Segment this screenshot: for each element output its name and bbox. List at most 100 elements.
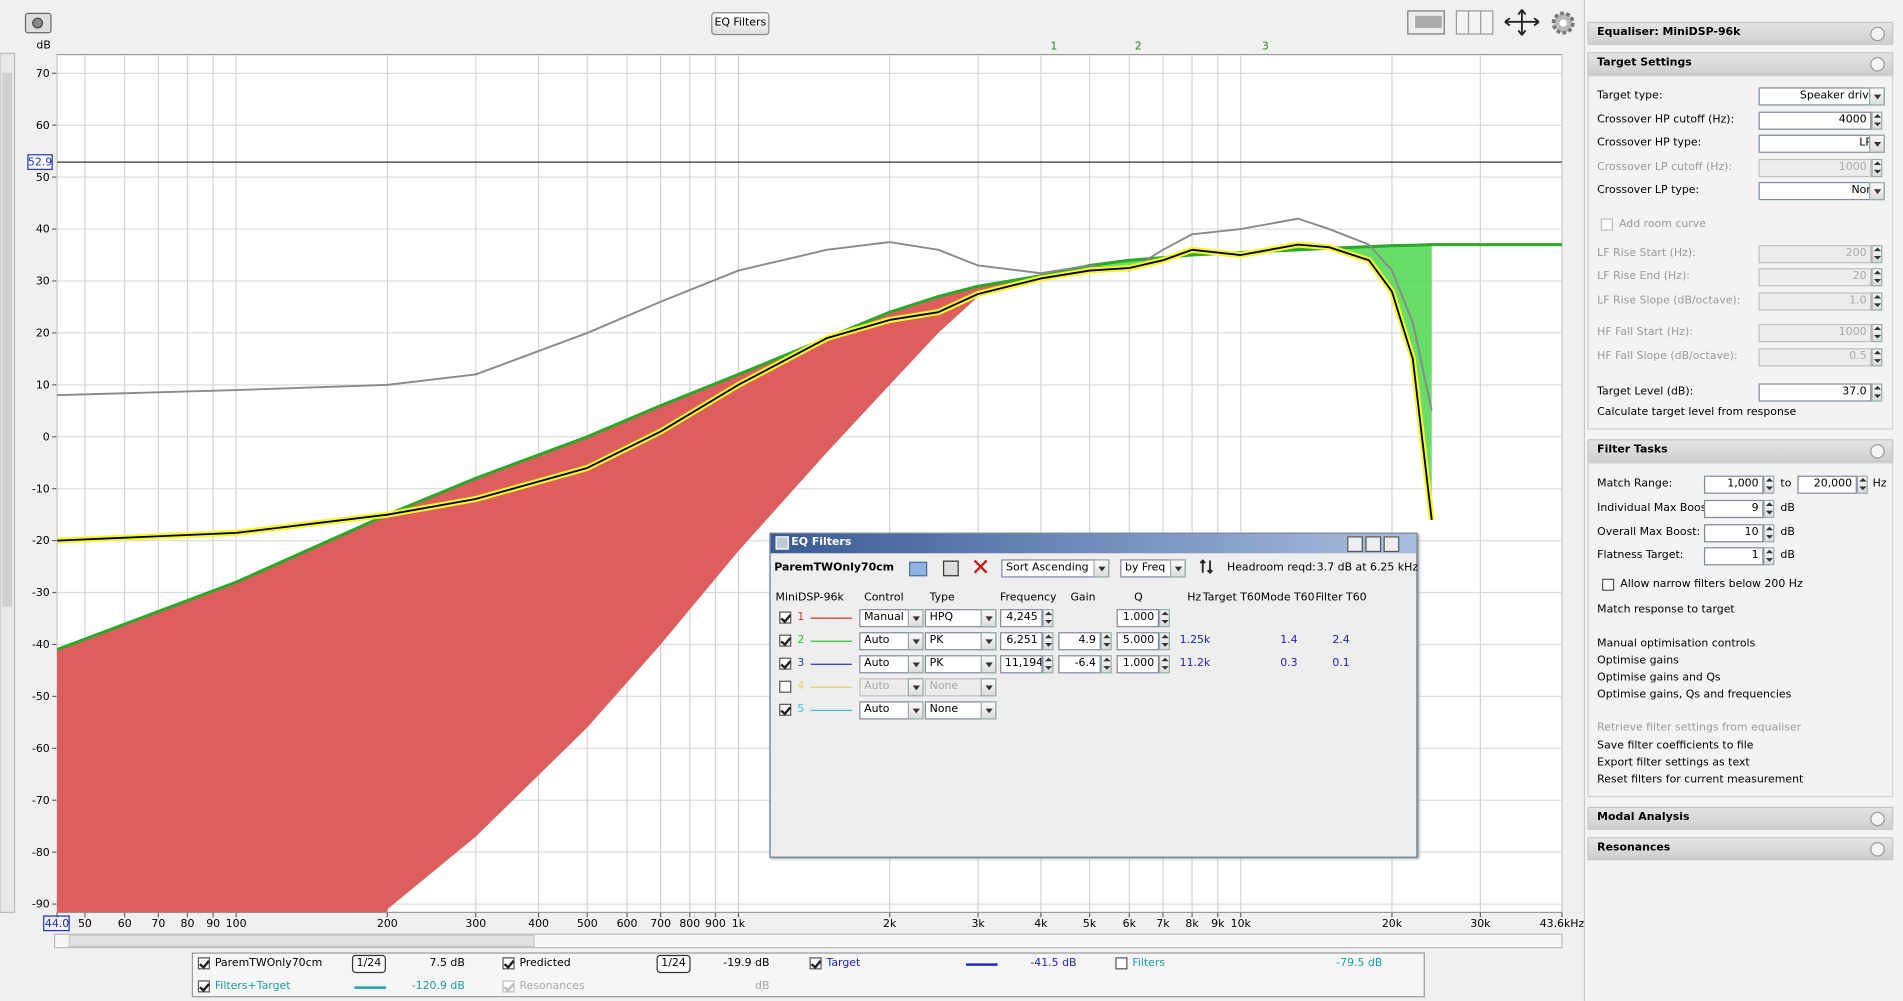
smoothing-box[interactable]: 1/24: [351, 954, 386, 974]
frequency-input[interactable]: 4,245: [1000, 609, 1043, 628]
spinner[interactable]: [1763, 547, 1775, 566]
legend-checkbox[interactable]: [809, 957, 822, 970]
legend-checkbox[interactable]: [197, 980, 210, 993]
type-select[interactable]: PK: [924, 632, 997, 651]
type-select[interactable]: None: [924, 701, 997, 720]
frequency-input[interactable]: 11,194: [1000, 655, 1043, 674]
legend-name[interactable]: ParemTWOnly70cm: [214, 957, 323, 970]
filter-enable-checkbox[interactable]: [779, 611, 792, 624]
dropdown-arrow[interactable]: [980, 701, 997, 720]
spinner[interactable]: [1763, 499, 1775, 519]
frequency-input[interactable]: 6,251: [1000, 632, 1043, 651]
filter-enable-checkbox[interactable]: [779, 657, 792, 670]
spinner[interactable]: [1042, 632, 1054, 651]
h-scroll-thumb[interactable]: [68, 934, 535, 947]
dropdown-arrow[interactable]: [907, 632, 924, 651]
sort-select[interactable]: Sort Ascending: [1001, 559, 1110, 578]
limit-value[interactable]: 1: [1703, 547, 1764, 566]
delete-icon[interactable]: [799, 559, 1163, 574]
filter-enable-checkbox[interactable]: [779, 680, 792, 693]
window-title-bar[interactable]: [770, 533, 1417, 554]
dropdown-arrow[interactable]: [1869, 134, 1885, 153]
gain-input[interactable]: -6.4: [1058, 655, 1101, 674]
limit-value[interactable]: 10: [1703, 523, 1764, 542]
v-scroll-thumb[interactable]: [2, 72, 13, 607]
legend-checkbox[interactable]: [502, 957, 515, 970]
collapse-icon[interactable]: [1870, 444, 1885, 459]
collapse-icon[interactable]: [1870, 57, 1885, 72]
legend-name[interactable]: Predicted: [519, 957, 571, 970]
swap-icon[interactable]: [1024, 559, 1388, 574]
legend-name[interactable]: Filters+Target: [214, 980, 291, 993]
spinner[interactable]: [1763, 475, 1775, 494]
q-input[interactable]: 1.000: [1116, 655, 1160, 674]
action-link[interactable]: Optimise gains, Qs and frequencies: [1597, 689, 1792, 702]
camera-icon[interactable]: [24, 12, 52, 34]
spinner[interactable]: [1871, 111, 1883, 130]
filter-enable-checkbox[interactable]: [779, 703, 792, 716]
spinner[interactable]: [1100, 632, 1112, 651]
dropdown-arrow[interactable]: [907, 701, 924, 720]
spinner[interactable]: [1763, 523, 1775, 542]
eq-filters-button[interactable]: EQ Filters: [711, 12, 770, 36]
dropdown-arrow[interactable]: [907, 655, 924, 674]
control-select[interactable]: Auto: [859, 655, 924, 674]
action-link[interactable]: Reset filters for current measurement: [1597, 774, 1804, 787]
q-input[interactable]: 1.000: [1116, 609, 1160, 628]
calculate-link[interactable]: Calculate target level from response: [1597, 406, 1797, 419]
dropdown-arrow[interactable]: [1169, 559, 1186, 578]
legend-name[interactable]: Resonances: [519, 980, 585, 993]
filter-enable-checkbox[interactable]: [779, 634, 792, 647]
collapse-icon[interactable]: [1870, 842, 1885, 857]
target-settings-title-bar[interactable]: [1587, 52, 1894, 76]
match-to[interactable]: 20,000: [1797, 475, 1857, 494]
legend-name[interactable]: Target: [826, 957, 861, 970]
spinner[interactable]: [1159, 655, 1170, 674]
legend-checkbox[interactable]: [1115, 957, 1128, 970]
resonances-title-bar[interactable]: [1587, 837, 1894, 861]
spinner[interactable]: [1159, 609, 1170, 628]
control-select[interactable]: Auto: [859, 701, 924, 720]
field-value[interactable]: 4000: [1758, 111, 1872, 130]
collapse-icon[interactable]: [1870, 26, 1885, 42]
control-select[interactable]: Auto: [859, 632, 924, 651]
sort-by-select[interactable]: by Freq: [1120, 559, 1186, 578]
action-link[interactable]: Manual optimisation controls: [1597, 638, 1756, 651]
legend-name[interactable]: Filters: [1132, 957, 1166, 970]
save-icon[interactable]: [943, 560, 959, 577]
spinner[interactable]: [1100, 655, 1112, 674]
spinner[interactable]: [1042, 609, 1054, 628]
q-input[interactable]: 5.000: [1116, 632, 1160, 651]
dropdown-arrow[interactable]: [1869, 87, 1885, 106]
dropdown-arrow[interactable]: [980, 655, 997, 674]
narrow-checkbox[interactable]: [1602, 578, 1615, 591]
action-link[interactable]: Export filter settings as text: [1597, 757, 1750, 770]
open-icon[interactable]: [909, 561, 928, 577]
dropdown-arrow[interactable]: [907, 609, 924, 628]
dropdown-arrow[interactable]: [980, 632, 997, 651]
action-link[interactable]: Match response to target: [1597, 604, 1735, 617]
field-value[interactable]: LR2: [1758, 134, 1885, 153]
legend-checkbox[interactable]: [197, 957, 210, 970]
dropdown-arrow[interactable]: [1869, 181, 1885, 201]
spinner[interactable]: [1856, 475, 1868, 494]
limit-value[interactable]: 9: [1703, 499, 1764, 519]
spinner[interactable]: [1871, 383, 1883, 402]
minimise-button[interactable]: [1347, 536, 1363, 553]
spinner[interactable]: [1042, 655, 1054, 674]
collapse-icon[interactable]: [1870, 811, 1885, 827]
modal-analysis-title-bar[interactable]: [1587, 806, 1894, 830]
dropdown-arrow[interactable]: [980, 609, 997, 628]
spinner[interactable]: [1159, 632, 1170, 651]
maximise-button[interactable]: [1365, 536, 1382, 553]
action-link[interactable]: Optimise gains and Qs: [1597, 672, 1721, 685]
layout-icons[interactable]: [1407, 9, 1575, 36]
field-value[interactable]: None: [1758, 181, 1885, 201]
dropdown-arrow[interactable]: [1093, 559, 1110, 578]
match-from[interactable]: 1,000: [1703, 475, 1764, 494]
gain-input[interactable]: 4.9: [1058, 632, 1101, 651]
close-button[interactable]: [1383, 536, 1400, 553]
field-value[interactable]: Speaker driver: [1758, 87, 1885, 106]
action-link[interactable]: Save filter coefficients to file: [1597, 740, 1754, 753]
sidebar-title-bar[interactable]: [1587, 21, 1894, 45]
